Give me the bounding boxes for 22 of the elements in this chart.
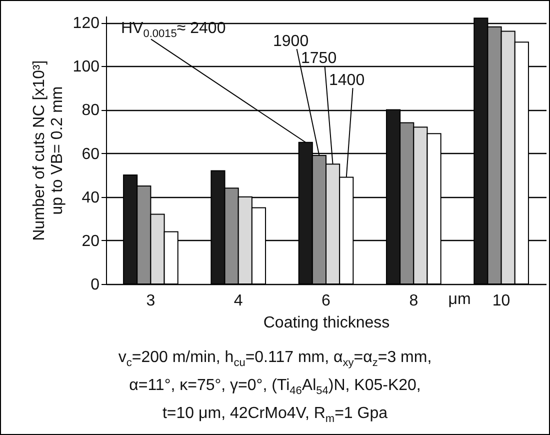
y-tick-label: 100 xyxy=(72,58,100,76)
x-tick-label: 10 xyxy=(492,292,510,310)
y-tick-label: 60 xyxy=(82,146,100,163)
y-tick-label: 20 xyxy=(82,232,100,250)
x-tick-label: 8 xyxy=(409,292,418,310)
y-axis-title: Number of cuts NC [x10³] up to VB= 0.2 mm xyxy=(30,60,66,241)
x-axis-title: Coating thickness xyxy=(263,314,390,332)
text: HV$_{0.0015}$≈ 2400 xyxy=(121,20,226,40)
x-tick-label: 4 xyxy=(234,292,243,310)
text: 1750 xyxy=(301,50,337,67)
text: μm xyxy=(448,291,471,308)
y-tick-label: 120 xyxy=(72,15,100,32)
y-tick-label: 80 xyxy=(82,102,100,120)
text: v$_{c}$=200 m/min, h$_{cu}$=0.117 mm, α$_{xy}$=α$_{z}$=3 mm, xyxy=(118,349,432,370)
text: 1900 xyxy=(273,33,309,50)
y-tick-label: 40 xyxy=(82,189,100,206)
x-tick-label: 3 xyxy=(146,292,156,310)
text: 1400 xyxy=(329,72,365,89)
text: t=10 μm, 42CrMo4V, R$_{m}$=1 Gpa xyxy=(161,405,389,426)
text: α=11°, κ=75°, γ=0°, (Ti$_{46}$Al$_{54}$)N, K05-K20, xyxy=(128,377,422,398)
y-tick-label: 0 xyxy=(90,276,100,294)
x-tick-label: 6 xyxy=(322,292,331,310)
